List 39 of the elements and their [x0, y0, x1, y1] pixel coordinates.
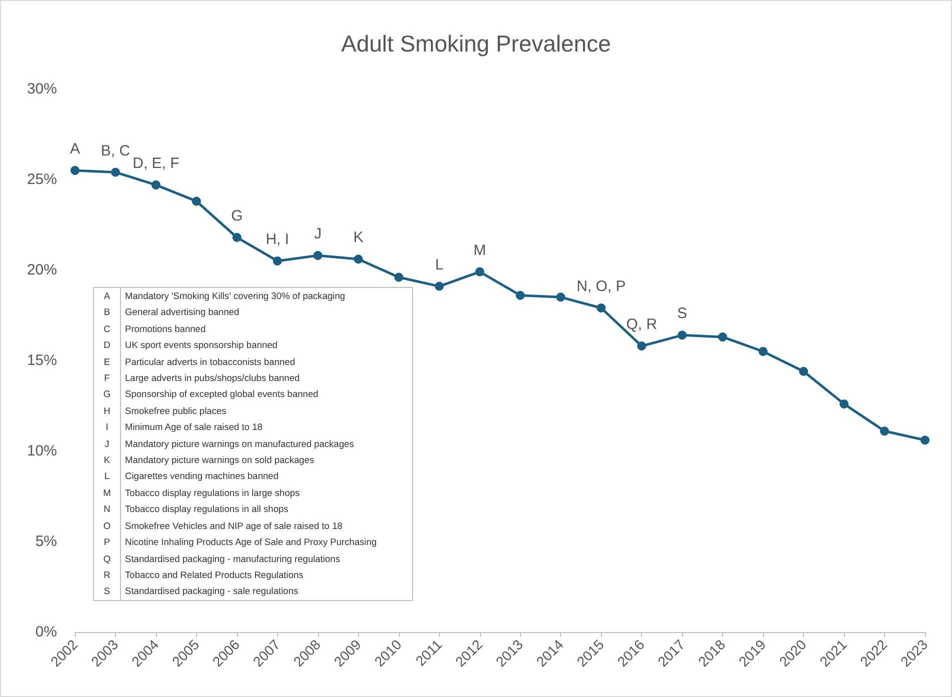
- y-tick-label: 10%: [26, 442, 57, 460]
- annotation: N, O, P: [576, 278, 626, 296]
- text: P Nicotine Inhaling Products Age of Sale and Proxy Purchasing: [104, 537, 377, 548]
- text: S Standardised packaging - sale regulations: [104, 586, 298, 596]
- text: E Particular adverts in tobacconists banned: [104, 356, 296, 367]
- annotation: L: [435, 256, 444, 274]
- annotation: Q, R: [626, 316, 658, 334]
- annotation: S: [677, 305, 688, 322]
- y-tick-label: 0%: [35, 624, 57, 640]
- text: R Tobacco and Related Products Regulations: [104, 570, 304, 580]
- text: J Mandatory picture warnings on manufactured packages: [104, 438, 354, 449]
- y-tick-label: 25%: [26, 171, 57, 188]
- text: I Minimum Age of sale raised to 18: [106, 422, 262, 432]
- text: A Mandatory 'Smoking Kills' covering 30% of packaging: [104, 291, 346, 301]
- annotation: K: [353, 229, 364, 246]
- text: K Mandatory picture warnings on sold packages: [104, 455, 314, 466]
- text: B General advertising banned: [104, 307, 240, 318]
- y-tick-label: 20%: [26, 262, 57, 278]
- text: N Tobacco display regulations in all shops: [104, 504, 288, 514]
- annotation: D, E, F: [132, 154, 180, 172]
- text: Q Standardised packaging - manufacturing regulations: [103, 554, 340, 564]
- text: M Tobacco display regulations in large shops: [103, 488, 300, 498]
- text: L Cigarettes vending machines banned: [104, 471, 278, 482]
- annotation: M: [474, 242, 486, 259]
- text: G Sponsorship of excepted global events banned: [103, 389, 318, 400]
- chart-title: Adult Smoking Prevalence: [341, 30, 611, 56]
- y-tick-label: 15%: [26, 352, 57, 369]
- y-tick-label: 5%: [35, 533, 57, 550]
- text: C Promotions banned: [104, 324, 206, 334]
- annotation: A: [70, 140, 80, 158]
- text: D UK sport events sponsorship banned: [104, 340, 278, 350]
- annotation: G: [231, 207, 243, 224]
- text: H Smokefree public places: [104, 406, 226, 416]
- annotation: B, C: [100, 142, 130, 160]
- annotation: J: [314, 226, 322, 243]
- text: F Large adverts in pubs/shops/clubs banned: [104, 373, 300, 384]
- y-tick-label: 30%: [26, 80, 57, 98]
- annotation: H, I: [266, 230, 290, 248]
- text: O Smokefree Vehicles and NIP age of sale raised to 18: [103, 520, 342, 531]
